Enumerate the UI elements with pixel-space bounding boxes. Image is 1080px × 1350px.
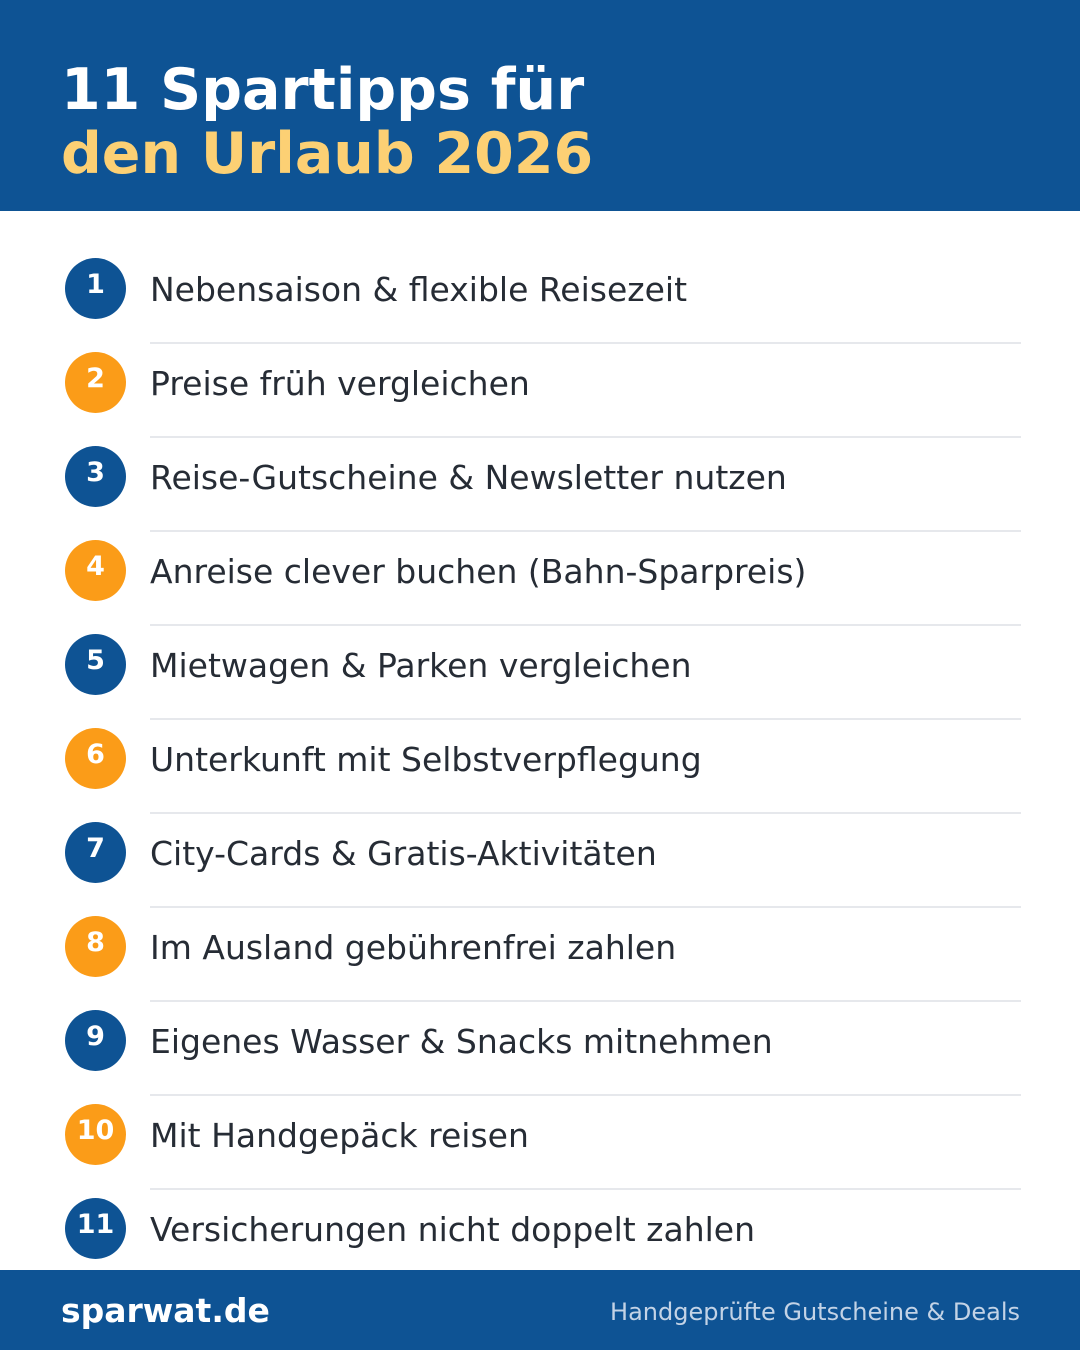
tip-text: Preise früh vergleichen	[150, 364, 530, 403]
footer-tagline: Handgeprüfte Gutscheine & Deals	[610, 1298, 1020, 1326]
divider	[150, 1188, 1021, 1190]
number-badge: 3	[65, 446, 126, 507]
divider	[150, 530, 1021, 532]
number-badge: 7	[65, 822, 126, 883]
divider	[150, 624, 1021, 626]
tip-text: Im Ausland gebührenfrei zahlen	[150, 928, 677, 967]
list-item: 1 Nebensaison & flexible Reisezeit	[0, 258, 1080, 352]
number-badge: 2	[65, 352, 126, 413]
tip-text: Anreise clever buchen (Bahn-Sparpreis)	[150, 552, 807, 591]
number-badge: 11	[65, 1198, 126, 1259]
tip-text: Eigenes Wasser & Snacks mitnehmen	[150, 1022, 773, 1061]
tip-text: Unterkunft mit Selbstverpflegung	[150, 740, 702, 779]
page-title-line-2: den Urlaub 2026	[61, 121, 594, 187]
page-title-line-1: 11 Spartipps für	[61, 57, 585, 123]
number-badge: 6	[65, 728, 126, 789]
footer-bar: sparwat.de Handgeprüfte Gutscheine & Dea…	[0, 1270, 1080, 1350]
list-item: 8 Im Ausland gebührenfrei zahlen	[0, 916, 1080, 1010]
divider	[150, 1000, 1021, 1002]
list-item: 6 Unterkunft mit Selbstverpflegung	[0, 728, 1080, 822]
divider	[150, 906, 1021, 908]
divider	[150, 342, 1021, 344]
brand-name: sparwat.de	[61, 1291, 270, 1330]
list-item: 4 Anreise clever buchen (Bahn-Sparpreis)	[0, 540, 1080, 634]
divider	[150, 718, 1021, 720]
header-banner: 11 Spartipps für den Urlaub 2026	[0, 0, 1080, 211]
list-item: 9 Eigenes Wasser & Snacks mitnehmen	[0, 1010, 1080, 1104]
tip-text: Mit Handgepäck reisen	[150, 1116, 529, 1155]
tip-text: Mietwagen & Parken vergleichen	[150, 646, 692, 685]
list-item: 7 City-Cards & Gratis-Aktivitäten	[0, 822, 1080, 916]
number-badge: 5	[65, 634, 126, 695]
list-item: 3 Reise-Gutscheine & Newsletter nutzen	[0, 446, 1080, 540]
tip-text: Reise-Gutscheine & Newsletter nutzen	[150, 458, 787, 497]
number-badge: 1	[65, 258, 126, 319]
divider	[150, 1094, 1021, 1096]
list-item: 2 Preise früh vergleichen	[0, 352, 1080, 446]
tip-text: Versicherungen nicht doppelt zahlen	[150, 1210, 756, 1249]
divider	[150, 812, 1021, 814]
list-item: 11 Versicherungen nicht doppelt zahlen	[0, 1198, 1080, 1292]
number-badge: 8	[65, 916, 126, 977]
number-badge: 10	[65, 1104, 126, 1165]
list-item: 10 Mit Handgepäck reisen	[0, 1104, 1080, 1198]
list-item: 5 Mietwagen & Parken vergleichen	[0, 634, 1080, 728]
number-badge: 9	[65, 1010, 126, 1071]
tip-text: Nebensaison & flexible Reisezeit	[150, 270, 688, 309]
divider	[150, 436, 1021, 438]
number-badge: 4	[65, 540, 126, 601]
tip-text: City-Cards & Gratis-Aktivitäten	[150, 834, 657, 873]
